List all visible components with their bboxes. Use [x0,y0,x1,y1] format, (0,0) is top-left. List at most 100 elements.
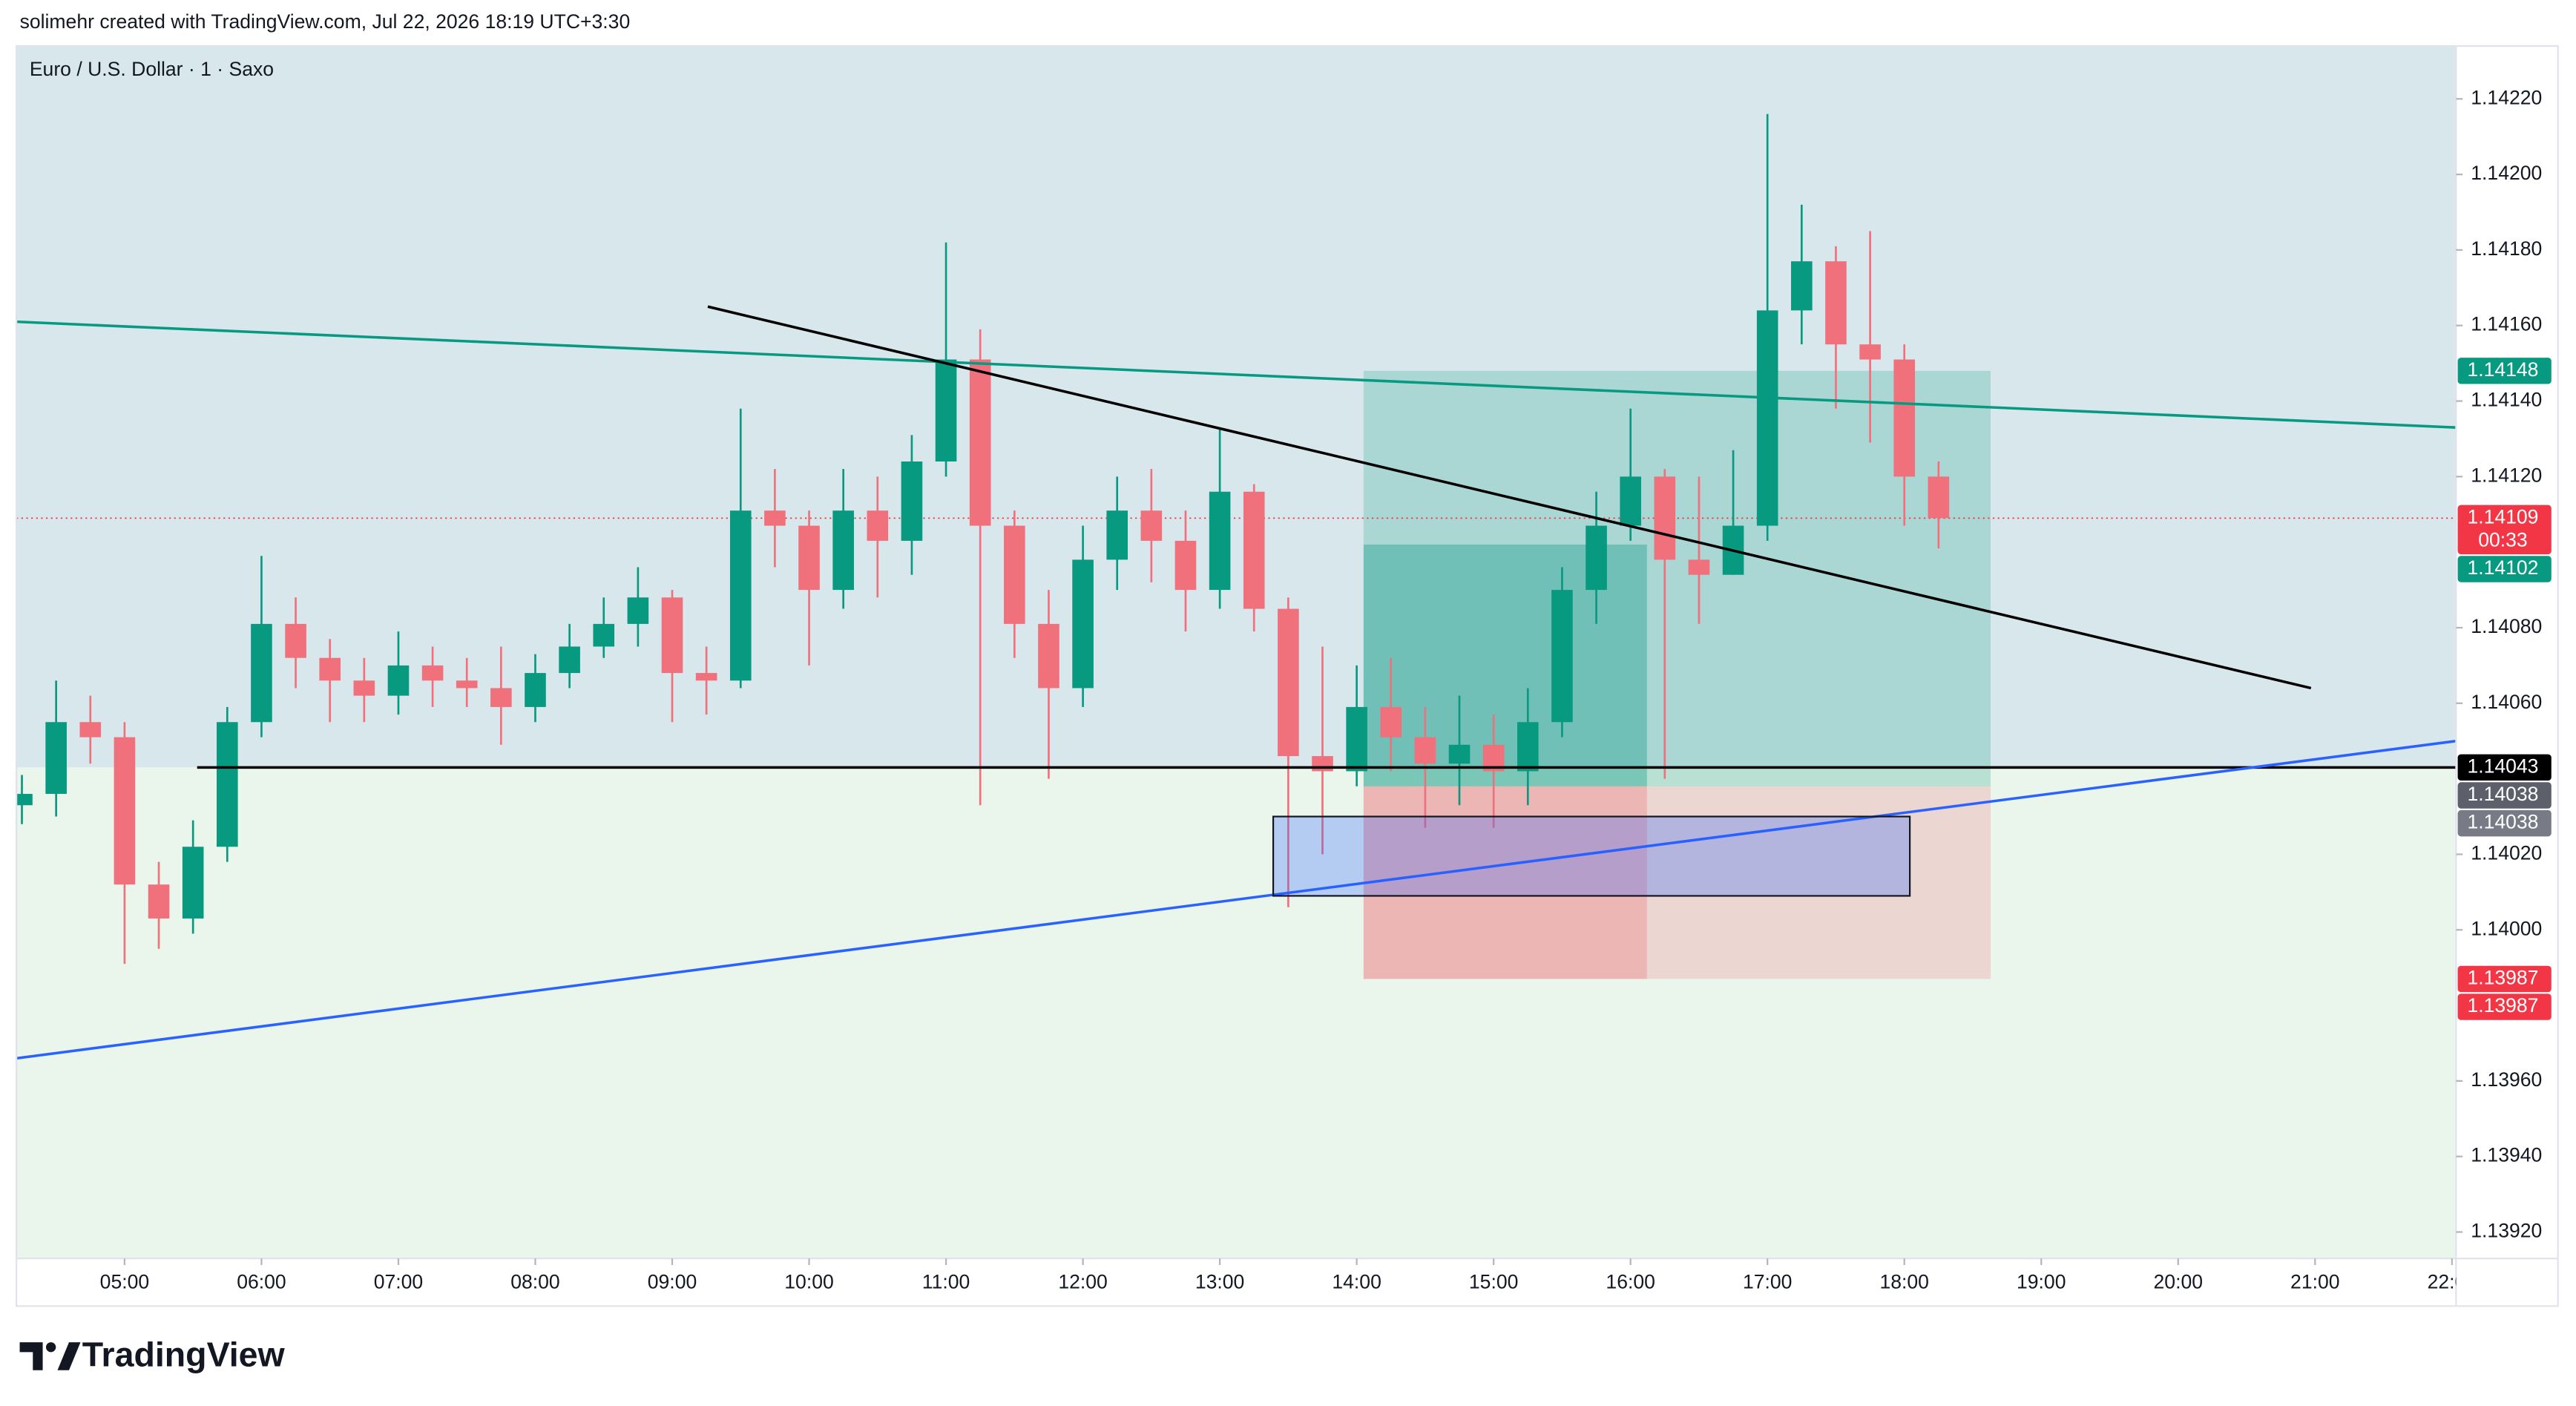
candle-body [1859,344,1881,360]
candle-body [1620,476,1641,526]
price-badge: 1.14038 [2457,782,2552,809]
trend-line [707,305,2312,690]
candle-body [1791,261,1813,311]
price-badge-label: 1.14148 [2467,358,2538,381]
target-zone [1363,370,1991,786]
price-badge: 1.14148 [2457,358,2552,384]
chart-title: Euro / U.S. Dollar · 1 · Saxo [30,58,274,80]
candle-body [764,510,786,526]
candle-body [1551,590,1573,723]
x-tick-label: 13:00 [1195,1270,1244,1292]
price-badge-box [2457,505,2552,555]
x-tick-label: 09:00 [648,1270,697,1292]
candle-body [1928,476,1950,519]
candle-body [45,722,67,794]
y-tick-label: 1.14220 [2471,86,2542,108]
candle-body [1243,491,1265,609]
logo-mark [57,1342,81,1370]
candle-body [79,722,102,738]
x-tick-label: 11:00 [922,1270,970,1292]
candle-body [1312,756,1333,772]
x-tick-label: 06:00 [237,1270,286,1292]
price-badge-box [2457,993,2552,1020]
frame [16,45,2559,1307]
y-tick-label: 1.14180 [2471,237,2542,260]
candle-body [969,359,991,526]
y-tick-label: 1.14200 [2471,162,2542,184]
candle-body [1756,310,1778,526]
candle-body [217,722,238,847]
zone-lower [16,767,2457,1259]
zone-upper [16,46,2457,768]
x-tick-label: 10:00 [784,1270,833,1292]
price-badge-box [2457,809,2552,837]
y-tick-label: 1.14140 [2471,389,2542,411]
candle-body [1825,261,1847,345]
price-badge-box [2457,965,2552,993]
candle-body [1004,525,1025,624]
price-badge-label: 1.14043 [2467,755,2538,777]
candle-body [319,657,341,681]
price-badge: 1.14102 [2457,556,2552,582]
candle-body [387,665,410,696]
x-tick-label: 19:00 [2017,1270,2066,1292]
candle-body [148,884,170,919]
y-tick-label: 1.14060 [2471,691,2542,713]
candle-body [593,623,615,647]
price-badge: 1.14038 [2457,809,2552,837]
y-tick-label: 1.13920 [2471,1220,2542,1242]
brand-name: TradingView [82,1335,286,1373]
candle-body [1893,359,1916,477]
candle-body [182,847,204,919]
candle-body [695,673,717,681]
x-tick-label: 16:00 [1606,1270,1655,1292]
candle-body [490,688,512,707]
x-tick-label: 05:00 [100,1270,149,1292]
candle-body [114,737,136,885]
price-badge-label: 1.13987 [2467,966,2538,988]
x-tick-label: 21:00 [2290,1270,2339,1292]
candle-body [798,525,820,591]
candle-body [729,510,752,681]
candle-body [935,359,957,461]
trend-line [16,739,2457,1060]
logo-mark [46,1342,56,1353]
candle-body [16,793,33,806]
price-badge: 1.13987 [2457,965,2552,993]
candle-body [1586,525,1607,591]
trend-line [16,320,2457,429]
countdown-label: 00:33 [2478,528,2527,551]
zone-rectangle [1272,815,1911,897]
x-tick-label: 15:00 [1469,1270,1518,1292]
plot-area [16,46,2457,1259]
x-tick-label: 08:00 [510,1270,559,1292]
price-badge-label: 1.14038 [2467,811,2538,833]
candle-body [1688,559,1710,575]
price-badge: 1.13987 [2457,993,2552,1020]
x-tick-label: 12:00 [1058,1270,1107,1292]
candle-body [285,623,306,658]
y-tick-label: 1.14080 [2471,615,2542,637]
candle-body [1140,510,1163,541]
loss-progress [1363,786,1647,979]
candle-body [456,680,478,689]
candle-body [1174,540,1197,591]
candle-body [1038,623,1059,689]
x-tick-label: 20:00 [2154,1270,2203,1292]
y-tick-label: 1.14020 [2471,841,2542,864]
candle-body [1072,559,1094,689]
candle-body [1380,706,1402,738]
x-tick-label: 22:00 [2428,1270,2477,1292]
candle-body [832,510,854,591]
candle-body [525,673,546,707]
x-tick-label: 07:00 [374,1270,423,1292]
price-badge-box [2457,782,2552,809]
candle-body [1414,737,1436,764]
candle-body [867,510,889,541]
y-tick-label: 1.14160 [2471,313,2542,335]
x-tick-label: 18:00 [1879,1270,1928,1292]
